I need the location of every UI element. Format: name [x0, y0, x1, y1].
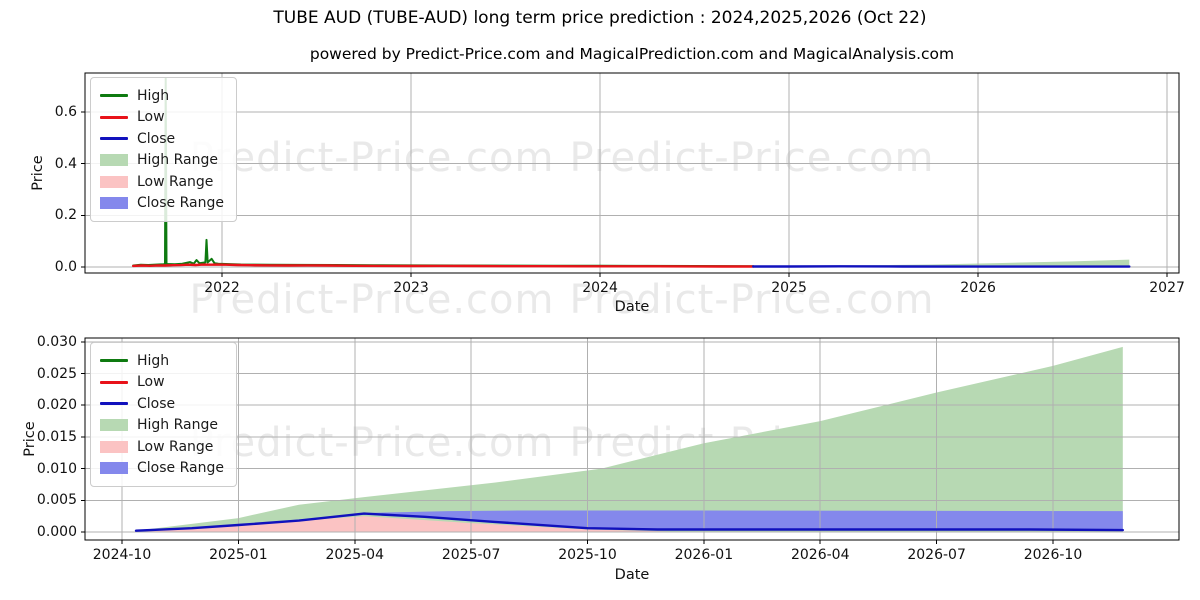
legend-item-high: High: [100, 350, 224, 372]
watermark-text: Predict-Price.com: [569, 135, 935, 181]
legend-label: Low Range: [137, 438, 214, 455]
x-tick-label: 2022: [204, 280, 240, 296]
watermark-text: Predict-Price.com: [569, 420, 935, 466]
x-tick-label: 2023: [393, 280, 429, 296]
legend-swatch-patch: [100, 154, 128, 167]
legend-label: High: [137, 87, 170, 104]
y-tick-label: 0.010: [36, 460, 77, 477]
y-tick-label: 0.0: [54, 259, 77, 276]
series-line-low: [131, 263, 755, 268]
x-tick-label: 2025: [771, 280, 807, 296]
legend-swatch-patch: [100, 197, 128, 210]
x-tick-label: 2027: [1149, 280, 1185, 296]
legend-label: Close: [137, 130, 176, 147]
y-tick-label: 0.4: [54, 155, 77, 172]
series-area-close-range: [840, 266, 1130, 267]
watermark-text: Predict-Price.com: [189, 420, 555, 466]
x-tick-label: 2026-07: [907, 547, 966, 563]
legend-swatch-patch: [100, 175, 128, 188]
legend-label: High Range: [137, 152, 218, 169]
bottom-chart-x-axis-label: Date: [614, 567, 650, 583]
legend-label: High: [137, 352, 170, 369]
x-tick-label: 2025-04: [325, 547, 385, 563]
bottom-chart-legend: High Low Close High Range Low Range Close Ran…: [90, 342, 237, 487]
legend-label: Close: [137, 395, 176, 412]
series-area-low-range: [145, 516, 681, 532]
legend-swatch-patch: [100, 440, 128, 453]
legend-label: Close Range: [137, 460, 224, 477]
legend-swatch-line: [100, 94, 128, 98]
x-tick-label: 2025-07: [441, 547, 501, 563]
watermark-text: Predict-Price.com: [189, 135, 555, 181]
legend-item-close: Close: [100, 393, 224, 415]
legend-label: Low: [137, 109, 165, 126]
series-area-low-range: [753, 266, 1130, 268]
legend-item-low: Low: [100, 107, 224, 129]
legend-swatch-patch: [100, 419, 128, 432]
watermark-text: Predict-Price.com: [569, 277, 935, 323]
legend-item-close-range: Close Range: [100, 458, 224, 480]
legend-swatch-line: [100, 359, 128, 363]
y-tick-label: 0.6: [54, 104, 77, 121]
legend-label: Low Range: [137, 173, 214, 190]
x-tick-label: 2025-01: [209, 547, 268, 563]
x-tick-label: 2024-10: [92, 547, 152, 563]
y-tick-label: 0.025: [36, 365, 77, 382]
legend-swatch-line: [100, 115, 128, 119]
legend-item-high-range: High Range: [100, 150, 224, 172]
series-area-close-range: [364, 510, 1123, 531]
page-title: TUBE AUD (TUBE-AUD) long term price pred…: [273, 8, 927, 28]
x-tick-label: 2025-10: [558, 547, 617, 563]
watermark-text: Predict-Price.com: [189, 277, 555, 323]
page-subtitle: powered by Predict-Price.com and Magical…: [309, 45, 955, 63]
y-tick-label: 0.030: [36, 333, 77, 350]
legend-swatch-line: [100, 402, 128, 406]
top-chart-legend: High Low Close High Range Low Range Close Ran…: [90, 77, 237, 222]
y-tick-label: 0.000: [36, 524, 77, 540]
x-tick-label: 2026-04: [790, 547, 850, 563]
x-tick-label: 2024: [582, 280, 618, 296]
legend-swatch-line: [100, 380, 128, 384]
x-tick-label: 2026-01: [674, 547, 734, 563]
legend-item-low: Low: [100, 372, 224, 394]
legend-item-high-range: High Range: [100, 415, 224, 437]
series-line-close: [134, 512, 1125, 532]
legend-item-close-range: Close Range: [100, 193, 224, 215]
series-area-high-range: [753, 259, 1130, 268]
legend-item-high: High: [100, 85, 224, 107]
legend-label: High Range: [137, 417, 218, 434]
legend-swatch-line: [100, 137, 128, 141]
y-tick-label: 0.020: [36, 397, 77, 414]
top-chart-x-axis-label: Date: [614, 299, 650, 315]
legend-label: Close Range: [137, 195, 224, 212]
y-tick-label: 0.015: [36, 428, 77, 445]
x-tick-label: 2026-10: [1023, 547, 1083, 563]
y-tick-label: 0.2: [54, 207, 77, 224]
legend-item-low-range: Low Range: [100, 436, 224, 458]
legend-item-close: Close: [100, 128, 224, 150]
legend-label: Low: [137, 374, 165, 391]
legend-item-low-range: Low Range: [100, 171, 224, 193]
legend-swatch-patch: [100, 462, 128, 475]
y-tick-label: 0.005: [36, 492, 77, 509]
x-tick-label: 2026: [960, 280, 996, 296]
